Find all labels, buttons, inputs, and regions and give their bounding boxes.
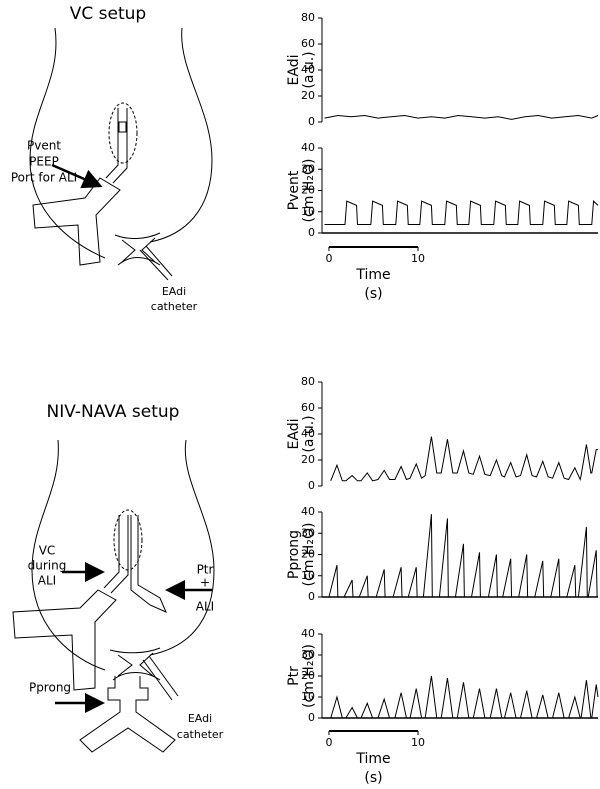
diagram-label: Pvent <box>27 139 61 153</box>
body-outline <box>149 27 213 243</box>
y-axis-label: Pprong <box>286 530 302 579</box>
y-tick-label: 60 <box>301 37 315 50</box>
y-piece <box>12 589 117 691</box>
y-tick-label: 10 <box>301 205 315 218</box>
y-tick-label: 30 <box>301 526 315 539</box>
y-axis-label: (a.u.) <box>301 51 317 88</box>
y-tick-label: 0 <box>308 711 315 724</box>
airway <box>114 232 161 266</box>
x-axis-label: (s) <box>364 286 382 302</box>
signal-line <box>330 436 598 482</box>
x-tick-label: 0 <box>325 736 332 749</box>
y-tick-label: 30 <box>301 162 315 175</box>
diagram-label: during <box>28 559 67 573</box>
signal-line <box>330 675 599 719</box>
x-axis-label: (s) <box>364 770 382 786</box>
y-tick-label: 0 <box>308 590 315 603</box>
diagram-label: Port for ALI <box>11 171 77 185</box>
y-tick-label: 30 <box>301 648 315 661</box>
signal-line <box>324 200 599 225</box>
diagram-label: catheter <box>151 300 198 313</box>
diagram-label: catheter <box>177 728 224 741</box>
y-tick-label: 80 <box>301 375 315 388</box>
y-axis-label: (a.u.) <box>301 415 317 452</box>
y-tick-label: 10 <box>301 569 315 582</box>
niv-nava-diagram: NIV-NAVA setup VC during ALI Ptr + ALI P… <box>12 402 224 753</box>
diagram-title: VC setup <box>70 4 146 24</box>
tube-cuff <box>118 121 127 133</box>
diagram-label: + <box>200 576 210 590</box>
y-tick-label: 10 <box>301 690 315 703</box>
pressure-catheter <box>130 515 167 613</box>
y-tick-label: 0 <box>308 479 315 492</box>
y-tick-label: 40 <box>301 627 315 640</box>
y-tick-label: 60 <box>301 401 315 414</box>
signal-line <box>328 514 598 598</box>
x-tick-label: 10 <box>411 252 425 265</box>
body-outline <box>149 439 215 656</box>
y-axis-label: (cm H₂O) <box>301 523 317 587</box>
y-tick-label: 0 <box>308 115 315 128</box>
y-axis-label: (cm H₂O) <box>301 159 317 223</box>
vc-diagram: VC setup Pvent PEEP Port for ALI EAdi ca… <box>11 4 213 313</box>
y-tick-label: 20 <box>301 453 315 466</box>
diagram-title: NIV-NAVA setup <box>47 402 180 422</box>
y-axis-label: Ptr <box>286 666 302 686</box>
diagram-label: PEEP <box>29 155 59 169</box>
diagram-label: Ptr <box>197 563 214 577</box>
airway <box>109 647 161 681</box>
eadi-catheter <box>139 245 173 281</box>
endotracheal-tube <box>103 515 129 594</box>
y-tick-label: 40 <box>301 63 315 76</box>
x-tick-label: 10 <box>411 736 425 749</box>
y-tick-label: 40 <box>301 141 315 154</box>
y-axis-label: EAdi <box>286 55 302 86</box>
y-tick-label: 20 <box>301 548 315 561</box>
diagram-label: VC <box>39 544 56 558</box>
y-axis-label: (cm H₂O) <box>301 644 317 708</box>
y-axis-label: Pvent <box>286 170 302 210</box>
diagram-label: ALI <box>196 600 214 614</box>
diagram-label: EAdi <box>188 712 212 725</box>
x-tick-label: 0 <box>325 252 332 265</box>
body-outline <box>31 439 106 671</box>
signal-line <box>324 114 599 120</box>
diagram-label: Pprong <box>29 681 71 695</box>
nasal-prong <box>79 676 176 753</box>
body-outline <box>29 27 106 259</box>
y-tick-label: 0 <box>308 226 315 239</box>
endotracheal-tube <box>105 108 128 184</box>
y-tick-label: 40 <box>301 505 315 518</box>
x-axis-label: Time <box>355 267 390 283</box>
y-tick-label: 20 <box>301 89 315 102</box>
y-tick-label: 40 <box>301 427 315 440</box>
diagram-label: ALI <box>38 574 56 588</box>
diagram-label: EAdi <box>162 285 186 298</box>
y-tick-label: 20 <box>301 669 315 682</box>
arrow <box>51 163 103 189</box>
eadi-catheter <box>142 655 179 701</box>
x-axis-label: Time <box>355 751 390 767</box>
lung-ellipse <box>108 102 138 164</box>
y-axis-label: EAdi <box>286 419 302 450</box>
y-piece <box>32 177 121 266</box>
y-tick-label: 20 <box>301 184 315 197</box>
y-tick-label: 80 <box>301 11 315 24</box>
